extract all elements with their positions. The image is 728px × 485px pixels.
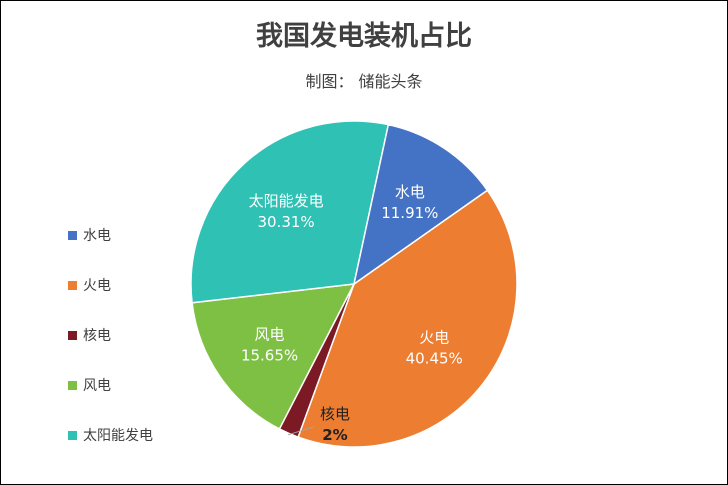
legend-item-nuclear[interactable]: 核电 <box>68 310 153 360</box>
pie-slice-thermal[interactable] <box>297 189 518 448</box>
legend-swatch-thermal <box>68 280 77 290</box>
legend-swatch-hydro <box>68 230 77 240</box>
legend-label-wind: 风电 <box>83 378 111 394</box>
slice-label-solar: 太阳能发电 <box>249 192 324 210</box>
legend-label-hydro: 水电 <box>83 228 111 244</box>
chart-title: 我国发电装机占比 <box>256 21 472 52</box>
chart-subtitle: 制图： 储能头条 <box>305 72 423 91</box>
legend-item-hydro[interactable]: 水电 <box>68 210 153 260</box>
legend-swatch-solar <box>68 430 77 440</box>
pie-slice-wind[interactable] <box>191 283 356 430</box>
legend: 水电 火电 核电 风电 太阳能发电 <box>68 210 153 460</box>
legend-label-solar: 太阳能发电 <box>83 428 153 444</box>
legend-label-nuclear: 核电 <box>83 328 111 344</box>
legend-label-thermal: 火电 <box>83 278 111 294</box>
leader-line-nuclear <box>287 426 315 436</box>
slice-value-nuclear: 2% <box>322 426 347 444</box>
legend-swatch-nuclear <box>68 330 77 340</box>
slice-value-wind: 15.65% <box>241 346 298 364</box>
legend-item-thermal[interactable]: 火电 <box>68 260 153 310</box>
slice-value-thermal: 40.45% <box>406 349 463 367</box>
legend-item-solar[interactable]: 太阳能发电 <box>68 410 153 460</box>
legend-item-wind[interactable]: 风电 <box>68 360 153 410</box>
slice-label-wind: 风电 <box>255 325 285 343</box>
pie-slice-solar[interactable] <box>190 120 390 304</box>
slice-value-hydro: 11.91% <box>381 204 438 222</box>
slice-label-hydro: 水电 <box>395 183 425 201</box>
slice-label-thermal: 火电 <box>419 328 449 346</box>
pie-slice-hydro[interactable] <box>352 123 489 286</box>
slice-value-solar: 30.31% <box>257 213 314 231</box>
slice-label-nuclear: 核电 <box>320 405 350 423</box>
legend-swatch-wind <box>68 380 77 390</box>
